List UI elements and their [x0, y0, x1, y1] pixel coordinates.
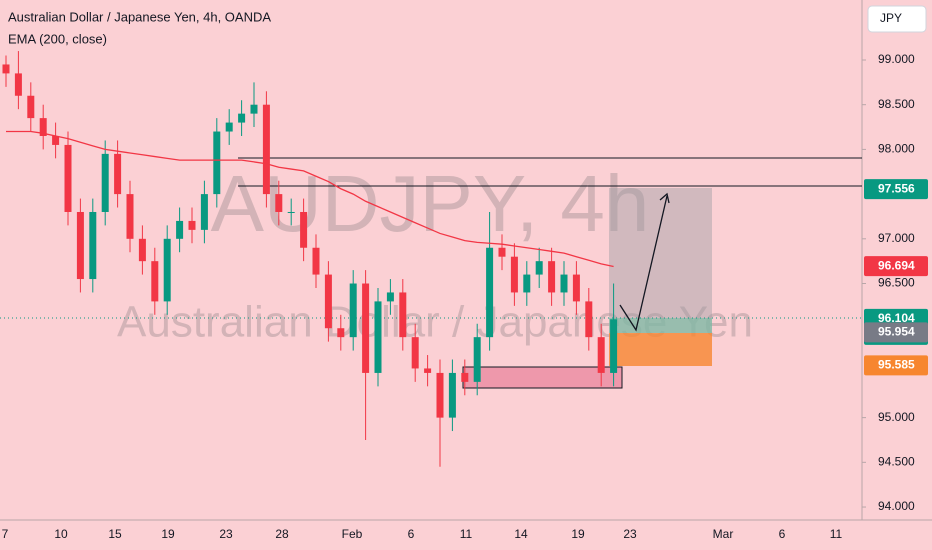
y-tick-label: 97.000: [878, 231, 915, 245]
ema-line: [6, 130, 614, 268]
candle-body: [523, 274, 531, 293]
price-tag-label: 96.694: [878, 258, 915, 272]
candle-body: [560, 274, 568, 293]
candle-body: [486, 247, 494, 338]
target-zone: [609, 188, 712, 318]
x-tick-label: 7: [2, 527, 9, 541]
candle-body: [424, 368, 432, 373]
x-tick-label: 19: [571, 527, 585, 541]
y-tick-label: 96.500: [878, 276, 915, 290]
candle-body: [250, 104, 258, 114]
candle-body: [238, 113, 246, 123]
candle-body: [188, 220, 196, 230]
price-tag-label: 97.556: [878, 181, 915, 195]
x-tick-label: 11: [830, 527, 843, 541]
candle-body: [176, 220, 184, 239]
candle-body: [213, 131, 221, 195]
candle-body: [2, 64, 10, 74]
price-tag-label: 96.104: [878, 311, 915, 325]
watermark: AUDJPY, 4h: [211, 159, 650, 248]
candle-body: [300, 211, 308, 248]
x-tick-label: 19: [161, 527, 175, 541]
price-tag: [864, 256, 928, 277]
y-tick-label: 94.500: [878, 455, 915, 469]
currency-label[interactable]: JPY: [880, 11, 902, 25]
candle-body: [572, 274, 580, 302]
candle-body: [349, 283, 357, 338]
price-tag: [864, 322, 928, 343]
candle-body: [585, 301, 593, 338]
x-tick-label: 28: [275, 527, 289, 541]
candle-body: [399, 292, 407, 338]
price-tag-label: 95.954: [878, 325, 915, 339]
candle-body: [27, 95, 35, 119]
chart-title: Australian Dollar / Japanese Yen, 4h, OA…: [8, 9, 271, 24]
candle-body: [461, 372, 469, 382]
forecast-arrow: [619, 192, 670, 332]
candle-body: [262, 104, 270, 195]
x-tick-label: 14: [514, 527, 528, 541]
candle-body: [200, 194, 208, 230]
candle-body: [126, 194, 134, 239]
candle-body: [337, 328, 345, 338]
candle-body: [151, 261, 159, 302]
price-tag: [864, 179, 928, 200]
candle-body: [275, 194, 283, 212]
candle-body: [225, 122, 233, 132]
y-tick-label: 99.000: [878, 52, 915, 66]
candle-body: [76, 211, 84, 280]
x-tick-label: 6: [408, 527, 415, 541]
currency-button[interactable]: [867, 5, 927, 33]
y-tick-label: 94.000: [878, 499, 915, 513]
candle-body: [448, 372, 456, 418]
x-tick-label: Feb: [342, 527, 363, 541]
price-tag-label: 95.585: [878, 357, 915, 371]
y-tick-label: 98.000: [878, 142, 915, 156]
candle-body: [436, 372, 444, 418]
y-tick-label: 98.500: [878, 97, 915, 111]
x-tick-label: Mar: [713, 527, 734, 541]
x-tick-label: 6: [779, 527, 786, 541]
candle-body: [52, 135, 60, 145]
x-tick-label: 23: [219, 527, 233, 541]
candle-body: [610, 319, 618, 373]
candle-body: [114, 153, 122, 195]
x-tick-label: 11: [460, 527, 473, 541]
price-tag: [864, 355, 928, 376]
x-tick-label: 15: [108, 527, 122, 541]
candle-body: [14, 73, 22, 96]
y-tick-label: 95.000: [878, 410, 915, 424]
candle-body: [498, 247, 506, 257]
candle-body: [89, 211, 97, 280]
candle-body: [473, 337, 481, 382]
candle-body: [548, 261, 556, 293]
candle-body: [324, 274, 332, 329]
candle-body: [138, 238, 146, 262]
x-tick-label: 23: [623, 527, 637, 541]
candle-body: [411, 337, 419, 369]
candle-body: [64, 144, 72, 212]
candle-body: [597, 337, 605, 373]
candle-body: [163, 238, 171, 302]
candle-body: [362, 283, 370, 373]
candle-body: [287, 211, 295, 213]
candle-body: [101, 153, 109, 212]
candle-body: [374, 301, 382, 373]
candle-body: [386, 292, 394, 302]
stop-zone: [609, 333, 712, 366]
candle-body: [535, 261, 543, 275]
candle-body: [312, 247, 320, 275]
indicator-label: EMA (200, close): [8, 31, 107, 46]
candle-body: [510, 256, 518, 293]
x-tick-label: 10: [54, 527, 68, 541]
candle-body: [39, 118, 47, 136]
profit-zone: [609, 318, 712, 333]
